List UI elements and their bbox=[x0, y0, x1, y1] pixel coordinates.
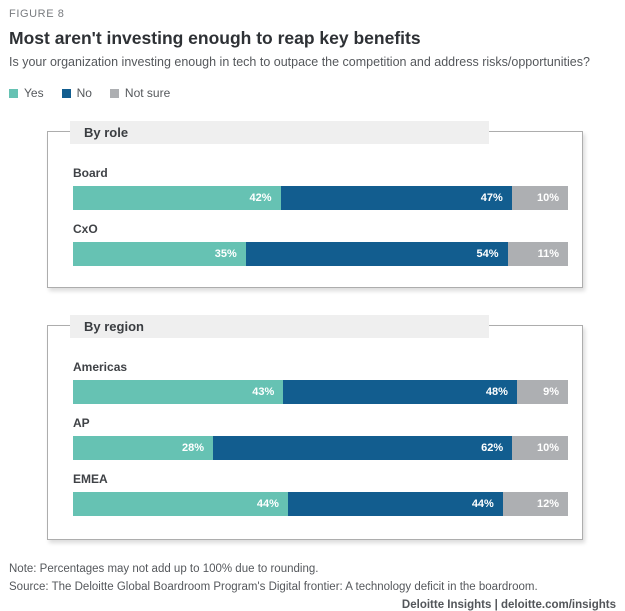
bar-row-cxo: CxO 35% 54% 11% bbox=[73, 222, 568, 266]
bar-row-board: Board 42% 47% 10% bbox=[73, 166, 568, 210]
bar-segment-no: 47% bbox=[280, 186, 512, 210]
figure-title: Most aren't investing enough to reap key… bbox=[9, 28, 421, 48]
legend: Yes No Not sure bbox=[9, 86, 625, 100]
bar-segment-yes: 28% bbox=[73, 436, 214, 460]
bar-row-americas: Americas 43% 48% 9% bbox=[73, 360, 568, 404]
bar-segment-yes: 44% bbox=[73, 492, 288, 516]
bar-segment-yes: 43% bbox=[73, 380, 284, 404]
stacked-bar: 42% 47% 10% bbox=[73, 186, 568, 210]
legend-label: Yes bbox=[24, 86, 44, 100]
stacked-bar: 28% 62% 10% bbox=[73, 436, 568, 460]
footer: Note: Percentages may not add up to 100%… bbox=[9, 560, 616, 611]
panel-title: By role bbox=[70, 121, 489, 144]
footnote: Note: Percentages may not add up to 100%… bbox=[9, 563, 319, 575]
bar-segment-value: 10% bbox=[536, 442, 559, 454]
bar-row-ap: AP 28% 62% 10% bbox=[73, 416, 568, 460]
bar-segment-value: 48% bbox=[485, 386, 508, 398]
figure-label: FIGURE 8 bbox=[9, 8, 65, 20]
panel-title: By region bbox=[70, 315, 489, 338]
panel-content: Board 42% 47% 10% CxO 35% 54% 11% bbox=[48, 132, 582, 287]
category-label: EMEA bbox=[73, 472, 108, 486]
attribution: Deloitte Insights | deloitte.com/insight… bbox=[401, 599, 616, 611]
bar-segment-not-sure: 11% bbox=[507, 242, 568, 266]
legend-item-not-sure: Not sure bbox=[109, 86, 171, 100]
figure-subtitle: Is your organization investing enough in… bbox=[9, 55, 590, 69]
bar-row-emea: EMEA 44% 44% 12% bbox=[73, 472, 568, 516]
bar-segment-value: 44% bbox=[256, 498, 279, 510]
bar-segment-yes: 42% bbox=[73, 186, 281, 210]
bar-segment-value: 10% bbox=[536, 192, 559, 204]
bar-segment-not-sure: 10% bbox=[512, 436, 568, 460]
bar-segment-not-sure: 9% bbox=[516, 380, 568, 404]
legend-label: Not sure bbox=[124, 86, 171, 100]
legend-item-no: No bbox=[61, 86, 92, 100]
panel-content: Americas 43% 48% 9% AP 28% 62% 10% EMEA 44% 44% 12% bbox=[48, 326, 582, 539]
bar-segment-value: 28% bbox=[182, 442, 205, 454]
category-label: Americas bbox=[73, 360, 128, 374]
bar-segment-value: 43% bbox=[252, 386, 275, 398]
bar-segment-value: 12% bbox=[536, 498, 559, 510]
stacked-bar: 43% 48% 9% bbox=[73, 380, 568, 404]
bar-segment-value: 44% bbox=[471, 498, 494, 510]
bar-segment-value: 54% bbox=[476, 248, 499, 260]
stacked-bar: 44% 44% 12% bbox=[73, 492, 568, 516]
category-label: AP bbox=[73, 416, 90, 430]
bar-segment-value: 62% bbox=[481, 442, 504, 454]
category-label: CxO bbox=[73, 222, 98, 236]
panel-by-role: By role Board 42% 47% 10% CxO 35% 54% 11% bbox=[47, 121, 583, 288]
bar-segment-value: 42% bbox=[249, 192, 272, 204]
legend-swatch-icon bbox=[61, 88, 71, 98]
bar-segment-no: 44% bbox=[287, 492, 503, 516]
legend-item-yes: Yes bbox=[9, 86, 44, 100]
legend-swatch-icon bbox=[9, 88, 18, 98]
source-note: Source: The Deloitte Global Boardroom Pr… bbox=[9, 581, 538, 593]
legend-label: No bbox=[76, 86, 92, 100]
bar-segment-no: 48% bbox=[283, 380, 517, 404]
bar-segment-value: 9% bbox=[543, 386, 559, 398]
bar-segment-value: 11% bbox=[537, 248, 559, 260]
bar-segment-not-sure: 10% bbox=[511, 186, 568, 210]
bar-segment-no: 54% bbox=[245, 242, 508, 266]
figure-container: FIGURE 8 Most aren't investing enough to… bbox=[0, 8, 625, 611]
legend-swatch-icon bbox=[109, 88, 119, 98]
chart-panels: By role Board 42% 47% 10% CxO 35% 54% 11% By regi… bbox=[0, 121, 625, 540]
bar-segment-value: 47% bbox=[480, 192, 503, 204]
bar-segment-yes: 35% bbox=[73, 242, 246, 266]
category-label: Board bbox=[73, 166, 108, 180]
bar-segment-not-sure: 12% bbox=[502, 492, 568, 516]
stacked-bar: 35% 54% 11% bbox=[73, 242, 568, 266]
panel-by-region: By region Americas 43% 48% 9% AP 28% 62% 10% EMEA… bbox=[47, 315, 583, 540]
bar-segment-value: 35% bbox=[214, 248, 237, 260]
bar-segment-no: 62% bbox=[213, 436, 513, 460]
